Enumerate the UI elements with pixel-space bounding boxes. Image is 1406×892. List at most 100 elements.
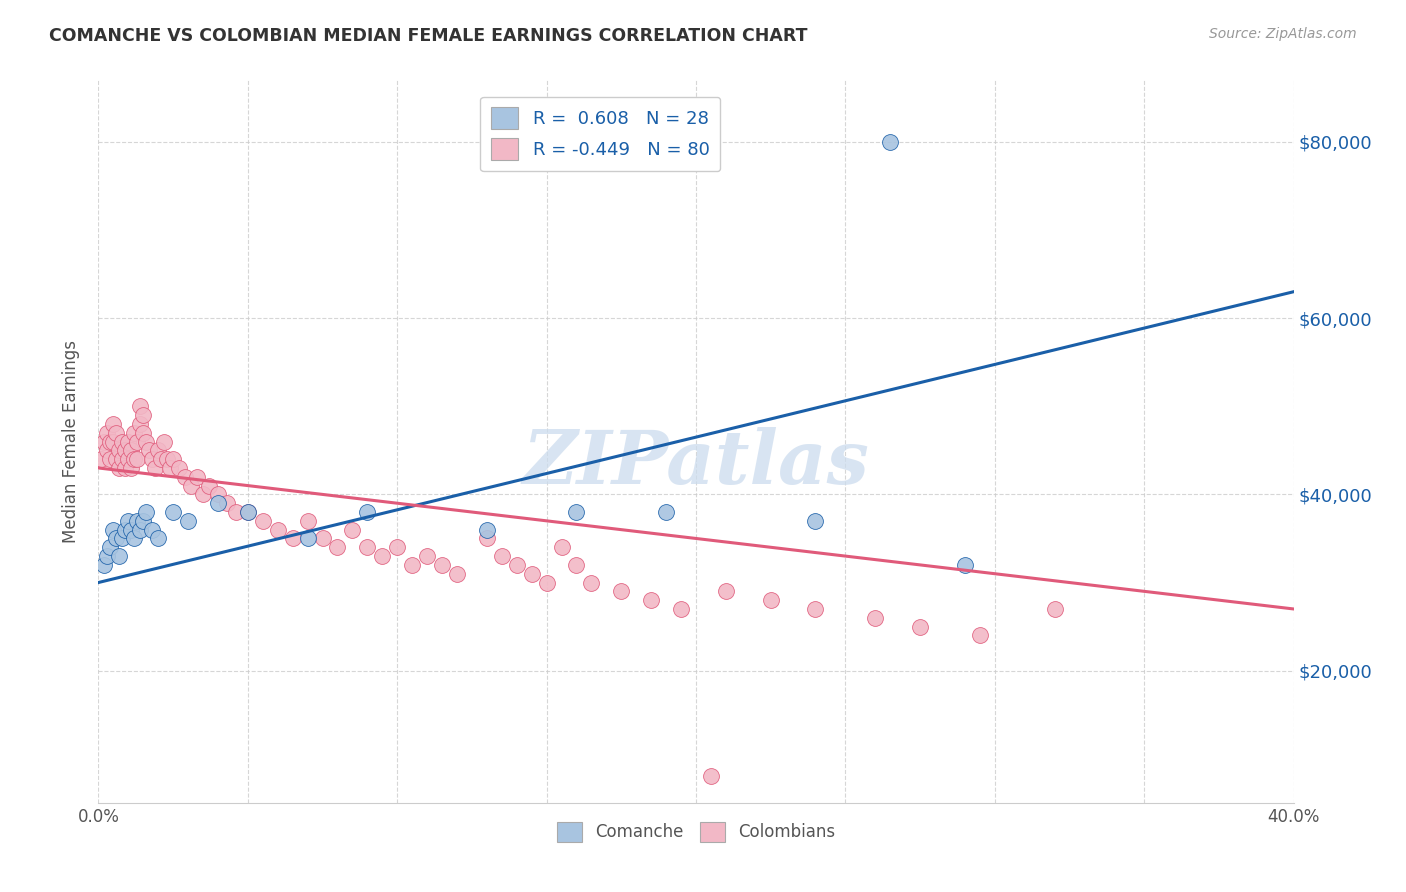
Point <box>108 443 131 458</box>
Point <box>252 514 274 528</box>
Point <box>138 443 160 458</box>
Point <box>103 434 125 449</box>
Point <box>114 523 136 537</box>
Point <box>135 505 157 519</box>
Point <box>356 505 378 519</box>
Point <box>430 558 453 572</box>
Point <box>174 470 197 484</box>
Point <box>1043 602 1066 616</box>
Point <box>141 452 163 467</box>
Point <box>129 399 152 413</box>
Point <box>759 593 782 607</box>
Point <box>804 602 827 616</box>
Point <box>103 523 125 537</box>
Point <box>124 452 146 467</box>
Text: ZIPatlas: ZIPatlas <box>523 427 869 500</box>
Point <box>520 566 543 581</box>
Point <box>127 514 149 528</box>
Point <box>129 523 152 537</box>
Point <box>111 434 134 449</box>
Point <box>153 434 176 449</box>
Point <box>96 443 118 458</box>
Point <box>207 487 229 501</box>
Point <box>191 487 214 501</box>
Point <box>908 619 931 633</box>
Point <box>103 417 125 431</box>
Point <box>236 505 259 519</box>
Point <box>148 443 170 458</box>
Point <box>225 505 247 519</box>
Point <box>700 769 723 783</box>
Point <box>281 532 304 546</box>
Point <box>120 443 142 458</box>
Point <box>475 523 498 537</box>
Point <box>640 593 662 607</box>
Point <box>111 532 134 546</box>
Point <box>129 417 152 431</box>
Point <box>98 541 122 555</box>
Point <box>96 549 118 563</box>
Point <box>105 425 128 440</box>
Point <box>655 505 678 519</box>
Point <box>385 541 409 555</box>
Point <box>105 452 128 467</box>
Point <box>550 541 572 555</box>
Point <box>120 523 142 537</box>
Point <box>356 541 378 555</box>
Point <box>162 505 184 519</box>
Point <box>135 434 157 449</box>
Point <box>98 434 122 449</box>
Point <box>311 532 333 546</box>
Point <box>953 558 976 572</box>
Point <box>114 443 136 458</box>
Point <box>127 452 149 467</box>
Point <box>148 532 170 546</box>
Point <box>90 452 112 467</box>
Point <box>111 452 134 467</box>
Point <box>581 575 603 590</box>
Point <box>371 549 394 563</box>
Point <box>186 470 208 484</box>
Point <box>132 514 155 528</box>
Point <box>446 566 468 581</box>
Point <box>267 523 290 537</box>
Point <box>150 452 173 467</box>
Point <box>108 461 131 475</box>
Point <box>714 584 737 599</box>
Point <box>180 478 202 492</box>
Point <box>108 549 131 563</box>
Point <box>215 496 238 510</box>
Point <box>132 425 155 440</box>
Point <box>156 452 179 467</box>
Point <box>565 505 588 519</box>
Point <box>297 514 319 528</box>
Point <box>416 549 439 563</box>
Point <box>865 611 887 625</box>
Point <box>105 532 128 546</box>
Point <box>536 575 558 590</box>
Point <box>342 523 364 537</box>
Point <box>120 461 142 475</box>
Point <box>141 523 163 537</box>
Point <box>159 461 181 475</box>
Legend: Comanche, Colombians: Comanche, Colombians <box>550 815 842 848</box>
Text: COMANCHE VS COLOMBIAN MEDIAN FEMALE EARNINGS CORRELATION CHART: COMANCHE VS COLOMBIAN MEDIAN FEMALE EARN… <box>49 27 807 45</box>
Point <box>326 541 349 555</box>
Point <box>475 532 498 546</box>
Point <box>117 514 139 528</box>
Point <box>297 532 319 546</box>
Point <box>114 461 136 475</box>
Point <box>401 558 423 572</box>
Point <box>177 514 200 528</box>
Point <box>93 558 115 572</box>
Point <box>117 434 139 449</box>
Point <box>610 584 633 599</box>
Point <box>207 496 229 510</box>
Y-axis label: Median Female Earnings: Median Female Earnings <box>62 340 80 543</box>
Point <box>236 505 259 519</box>
Text: Source: ZipAtlas.com: Source: ZipAtlas.com <box>1209 27 1357 41</box>
Point <box>117 452 139 467</box>
Point <box>143 461 166 475</box>
Point <box>879 135 901 149</box>
Point <box>96 425 118 440</box>
